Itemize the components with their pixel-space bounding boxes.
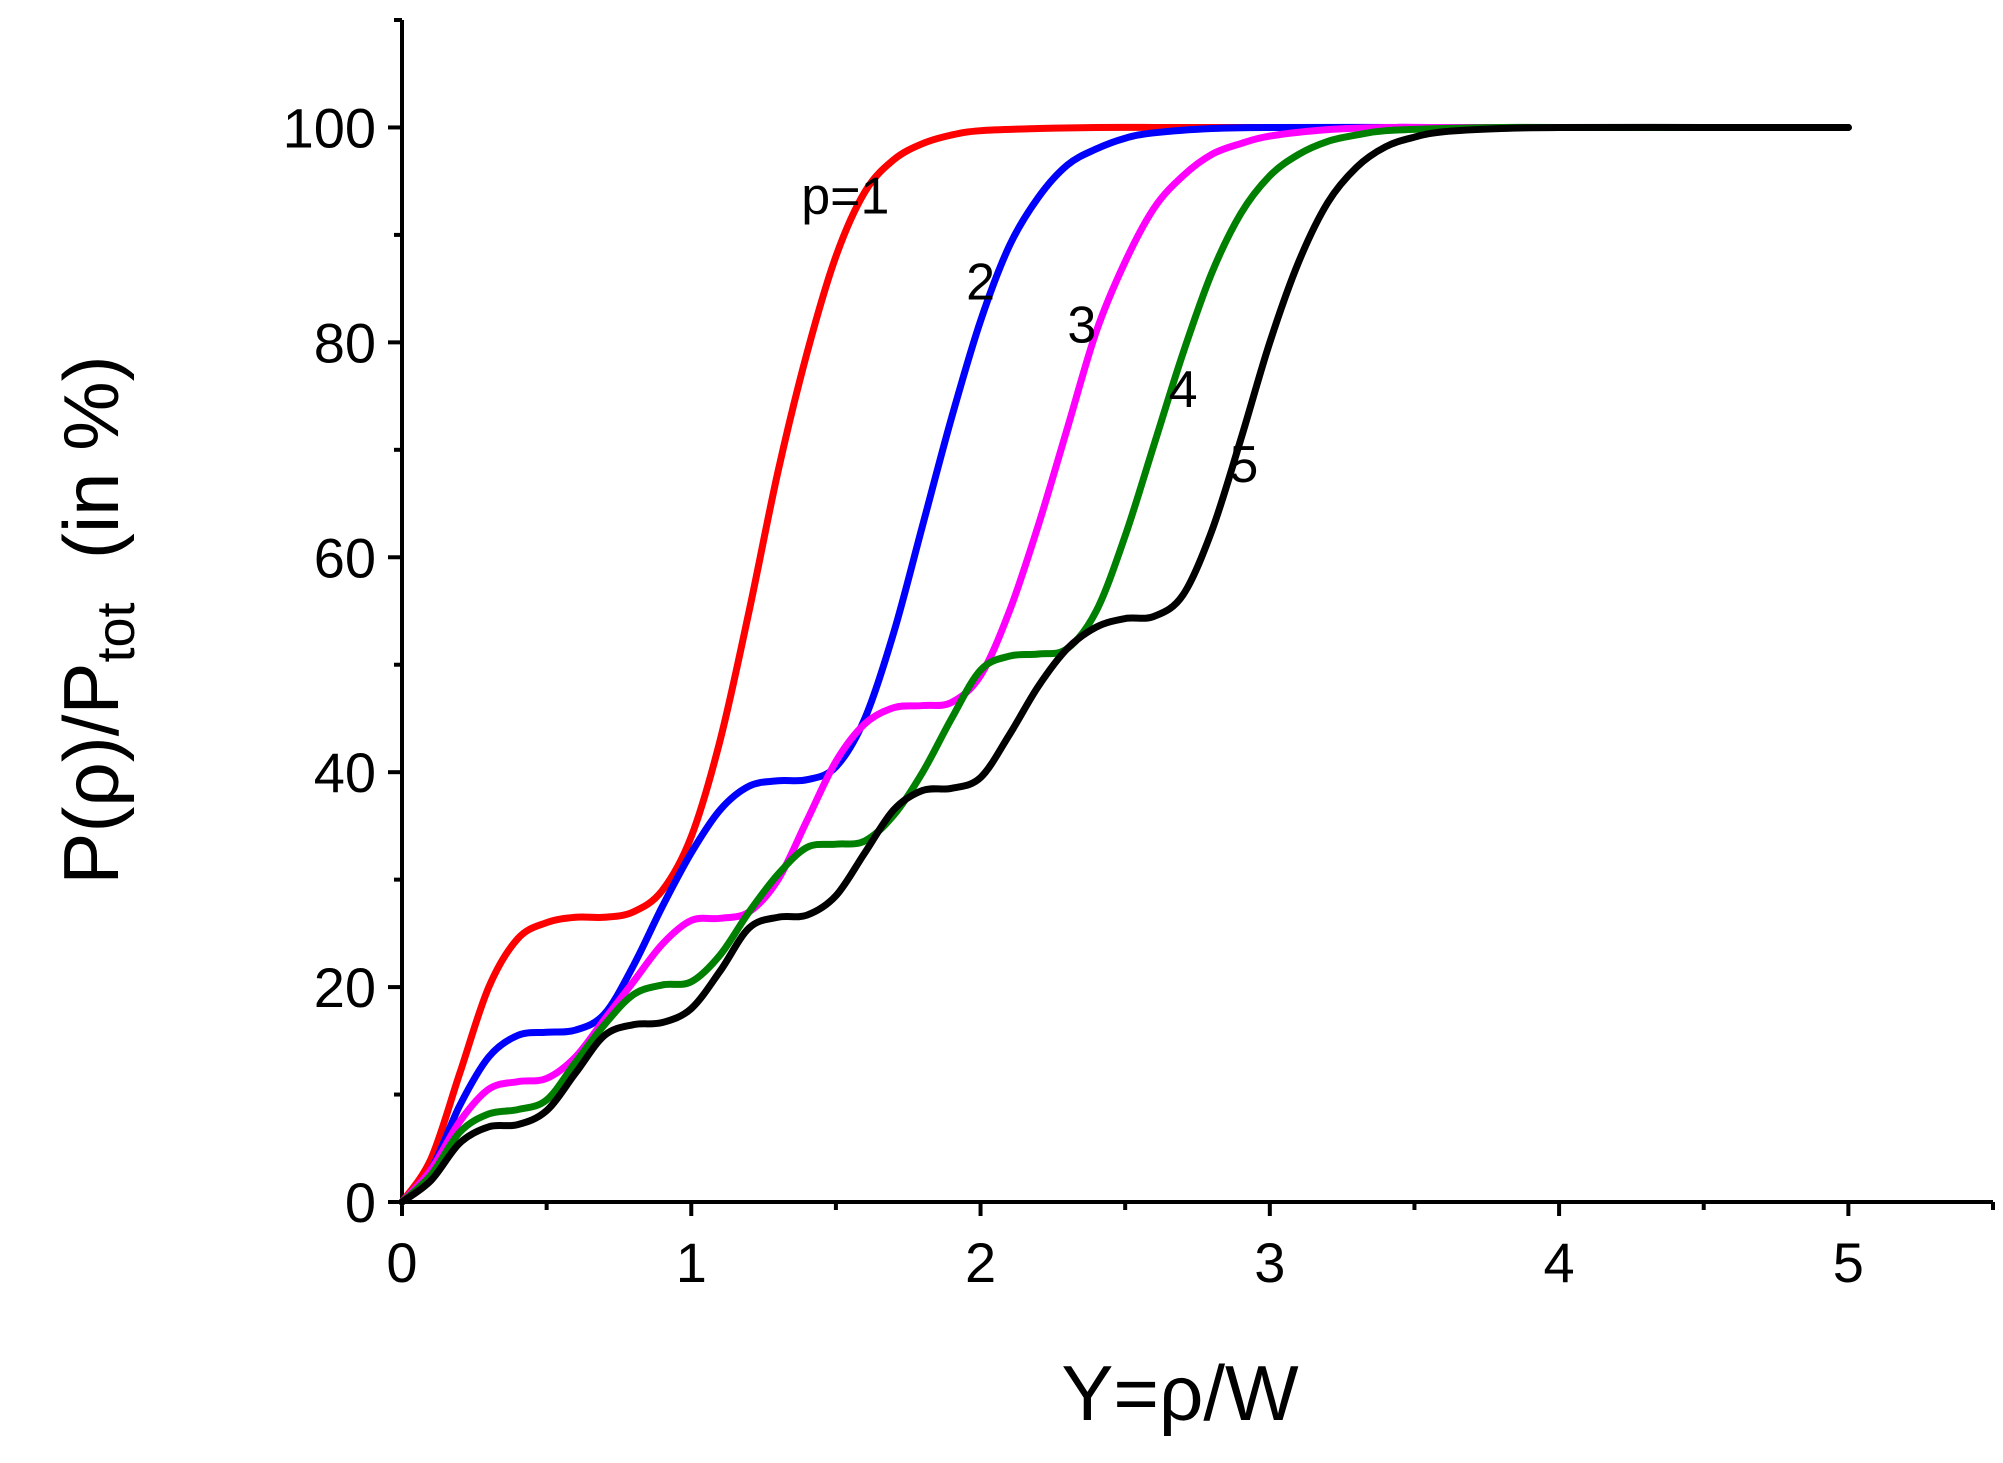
y-tick-label: 100 [283,96,376,159]
curves [398,123,1852,1206]
series-line-5 [398,123,1852,1206]
ticks [388,18,1995,1216]
x-tick-label: 4 [1544,1231,1575,1294]
y-axis-title-main: P(ρ)/P [47,663,135,885]
y-tick-label: 40 [314,741,376,804]
series-line-1 [398,123,1852,1206]
x-tick-label: 5 [1833,1231,1864,1294]
curve-labels: p=1 2 3 45 [801,167,1258,494]
x-tick-label: 2 [965,1231,996,1294]
series-line-2 [398,123,1852,1206]
curve-label-3: 3 [1067,296,1096,354]
y-axis-title: P(ρ)/Ptot (in %) [47,355,146,884]
curve-label-2: 2 [966,253,995,311]
curve-label-4: 4 [1169,361,1198,419]
series-line-3 [398,123,1852,1206]
y-tick-label: 20 [314,956,376,1019]
x-tick-label: 1 [676,1231,707,1294]
series-line-4 [398,123,1852,1206]
curve-label-1: p=1 [801,167,889,225]
y-axis-title-tail: (in %) [47,355,135,602]
y-tick-label: 0 [345,1171,376,1234]
x-tick-label: 3 [1254,1231,1285,1294]
x-axis-title: Y=ρ/W [1061,1349,1299,1437]
axes [400,20,1993,1204]
y-tick-label: 80 [314,311,376,374]
x-tick-label: 0 [386,1231,417,1294]
y-tick-label: 60 [314,526,376,589]
y-axis-title-sub: tot [86,602,146,662]
curve-label-5: 5 [1229,436,1258,494]
